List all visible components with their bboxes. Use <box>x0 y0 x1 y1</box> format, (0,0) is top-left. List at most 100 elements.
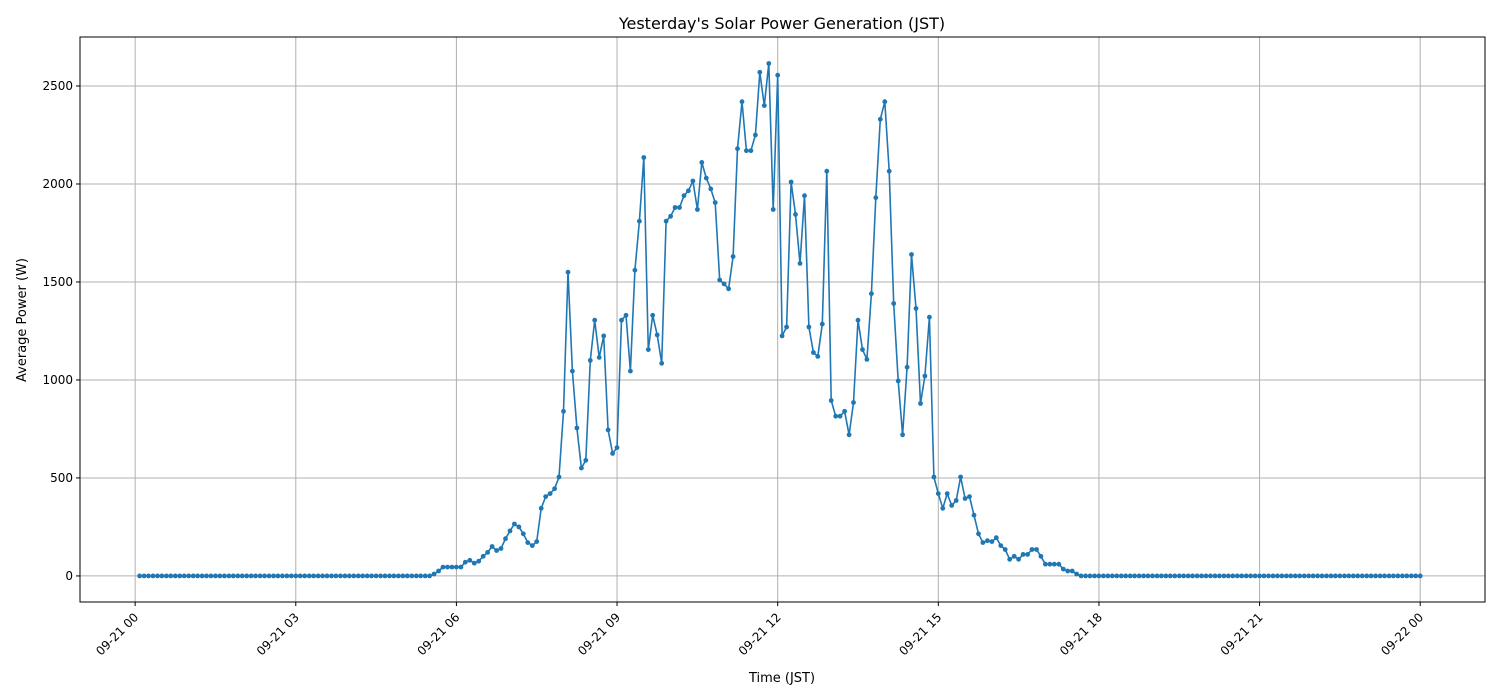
data-point <box>753 132 758 138</box>
data-point <box>976 531 981 537</box>
data-point <box>1141 573 1146 579</box>
data-point <box>1301 573 1307 579</box>
data-point <box>155 573 160 579</box>
data-point <box>877 116 883 122</box>
data-point <box>1159 573 1164 579</box>
data-point <box>1239 573 1245 579</box>
data-point <box>297 573 303 579</box>
data-point <box>1065 568 1071 574</box>
data-point <box>699 160 705 165</box>
data-point <box>1257 573 1262 579</box>
data-point <box>1408 573 1414 579</box>
data-point <box>1194 573 1200 579</box>
data-point <box>913 306 919 311</box>
data-point <box>1132 573 1137 579</box>
data-point <box>1145 573 1151 579</box>
data-point <box>324 573 330 579</box>
data-point <box>1083 573 1088 579</box>
data-point <box>1172 573 1178 579</box>
x-tick-label: 09-21 00 <box>93 610 141 658</box>
data-point <box>449 564 455 570</box>
data-point <box>391 573 397 579</box>
data-point <box>1212 573 1218 579</box>
data-point <box>266 573 272 579</box>
data-point <box>587 358 593 363</box>
data-point <box>1109 573 1115 579</box>
data-point <box>940 505 946 511</box>
data-point <box>253 573 258 579</box>
data-point <box>547 491 553 496</box>
y-tick-label: 2000 <box>42 177 73 191</box>
data-point <box>686 188 691 194</box>
data-point <box>1350 573 1356 579</box>
data-point <box>873 195 879 201</box>
data-point <box>1386 573 1392 579</box>
data-point <box>659 360 665 366</box>
data-point <box>1261 573 1267 579</box>
data-point <box>217 573 223 579</box>
data-point <box>422 573 428 579</box>
data-point <box>520 531 526 537</box>
data-point <box>677 205 682 210</box>
data-point <box>333 573 339 579</box>
x-axis: 09-21 00 09-21 03 09-21 06 09-21 09 09-21 12… <box>93 602 1426 658</box>
data-point <box>244 573 250 579</box>
data-point <box>235 573 241 579</box>
data-point <box>574 425 580 431</box>
data-point <box>632 267 638 273</box>
data-point <box>931 474 937 480</box>
data-point <box>512 521 517 527</box>
data-point <box>338 573 343 579</box>
data-point <box>1043 561 1048 567</box>
data-point <box>1266 573 1271 579</box>
y-axis-label: Average Power (W) <box>15 258 30 382</box>
data-point <box>726 286 731 292</box>
data-point <box>1400 573 1405 579</box>
data-point <box>146 573 151 579</box>
data-point <box>431 571 437 577</box>
data-point <box>382 573 388 579</box>
data-point <box>614 445 620 450</box>
data-point <box>355 573 361 579</box>
data-point <box>1328 573 1334 579</box>
data-point <box>534 539 540 544</box>
data-point <box>909 252 914 257</box>
x-tick-label: 09-21 18 <box>1057 610 1105 658</box>
data-point <box>1016 556 1021 562</box>
data-point <box>1150 573 1155 579</box>
data-point <box>190 573 196 579</box>
x-tick-label: 09-21 03 <box>254 610 302 658</box>
data-point <box>306 573 312 579</box>
data-point <box>971 512 977 518</box>
data-point <box>953 498 959 503</box>
data-point <box>1025 552 1030 557</box>
data-point <box>886 168 892 174</box>
data-point <box>962 496 968 501</box>
data-point <box>1136 573 1142 579</box>
data-point <box>927 314 932 320</box>
x-axis-label: Time (JST) <box>748 671 815 686</box>
data-point <box>1127 573 1133 579</box>
data-point <box>480 553 486 559</box>
data-point <box>592 317 598 323</box>
data-point <box>1368 573 1374 579</box>
data-point <box>918 401 923 406</box>
data-point <box>471 560 477 566</box>
data-point <box>748 148 754 154</box>
data-point <box>815 354 821 359</box>
data-point <box>1284 573 1289 579</box>
data-point <box>271 573 276 579</box>
data-point <box>1359 573 1365 579</box>
data-point <box>226 573 232 579</box>
data-point <box>891 301 897 306</box>
data-point <box>819 321 825 327</box>
data-point <box>1074 571 1079 577</box>
data-point <box>454 564 459 570</box>
data-point <box>1038 553 1044 559</box>
data-point <box>186 573 192 579</box>
data-point <box>565 269 571 275</box>
data-point <box>556 474 562 480</box>
data-point <box>1333 573 1338 579</box>
plot-frame <box>79 36 1486 603</box>
